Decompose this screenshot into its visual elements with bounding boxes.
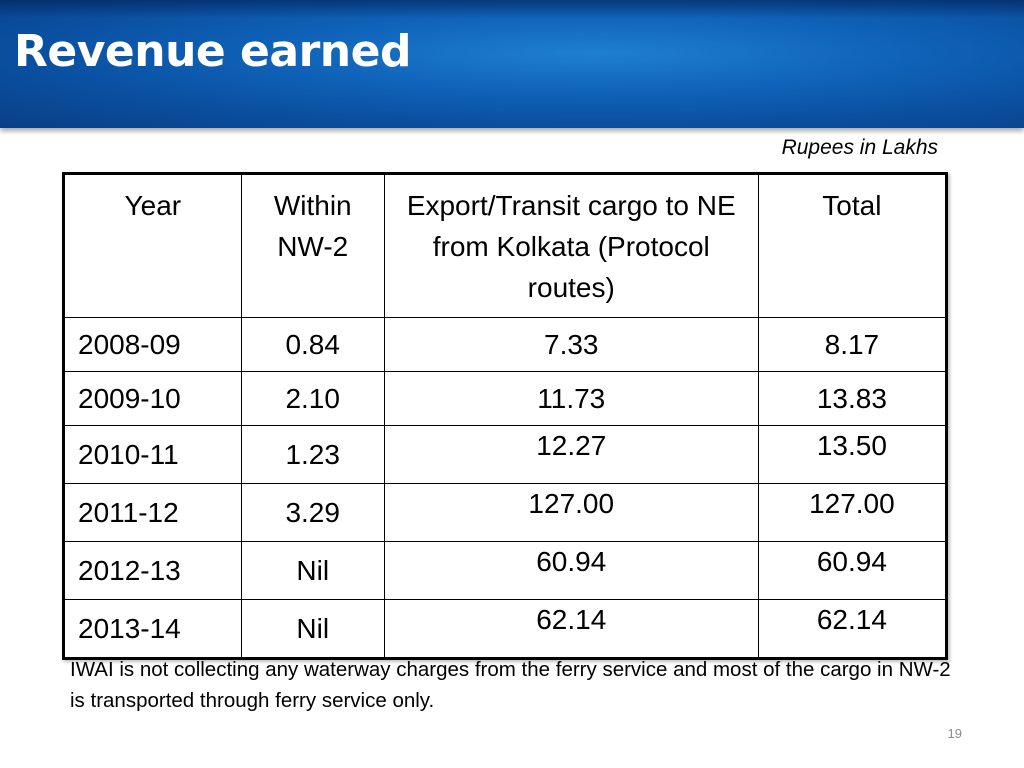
revenue-table: Year Within NW-2 Export/Transit cargo to… [62,172,948,660]
cell-within: Nil [240,541,385,600]
cell-year: 2011-12 [63,483,242,542]
cell-export: 60.94 [383,541,759,600]
cell-within: 3.29 [240,483,385,542]
cell-total: 13.50 [757,425,948,484]
table-row: 2013-14 Nil 62.14 62.14 [63,599,948,659]
cell-year: 2013-14 [63,599,242,659]
cell-year: 2008-09 [63,317,242,372]
cell-total: 60.94 [757,541,948,600]
table-row: 2011-12 3.29 127.00 127.00 [63,483,948,542]
cell-within: 2.10 [240,371,385,426]
table-row: 2010-11 1.23 12.27 13.50 [63,425,948,484]
cell-total: 8.17 [757,317,948,372]
cell-total: 127.00 [757,483,948,542]
footnote: IWAI is not collecting any waterway char… [70,658,951,712]
header-year: Year [63,173,242,318]
cell-year: 2012-13 [63,541,242,600]
cell-export: 62.14 [383,599,759,659]
cell-total: 62.14 [757,599,948,659]
table-header-row: Year Within NW-2 Export/Transit cargo to… [63,173,948,318]
title-bar: Revenue earned [0,0,1024,128]
cell-export: 127.00 [383,483,759,542]
table-row: 2008-09 0.84 7.33 8.17 [63,317,948,372]
table-row: 2009-10 2.10 11.73 13.83 [63,371,948,426]
page-title: Revenue earned [14,26,411,77]
cell-within: Nil [240,599,385,659]
header-within-nw2: Within NW-2 [240,173,385,318]
header-export-transit: Export/Transit cargo to NE from Kolkata … [383,173,759,318]
cell-year: 2009-10 [63,371,242,426]
slide-number: 19 [947,726,962,741]
cell-total: 13.83 [757,371,948,426]
cell-export: 12.27 [383,425,759,484]
header-total: Total [757,173,948,318]
cell-year: 2010-11 [63,425,242,484]
cell-export: 7.33 [383,317,759,372]
cell-export: 11.73 [383,371,759,426]
units-note: Rupees in Lakhs [781,136,938,159]
table-row: 2012-13 Nil 60.94 60.94 [63,541,948,600]
cell-within: 0.84 [240,317,385,372]
cell-within: 1.23 [240,425,385,484]
